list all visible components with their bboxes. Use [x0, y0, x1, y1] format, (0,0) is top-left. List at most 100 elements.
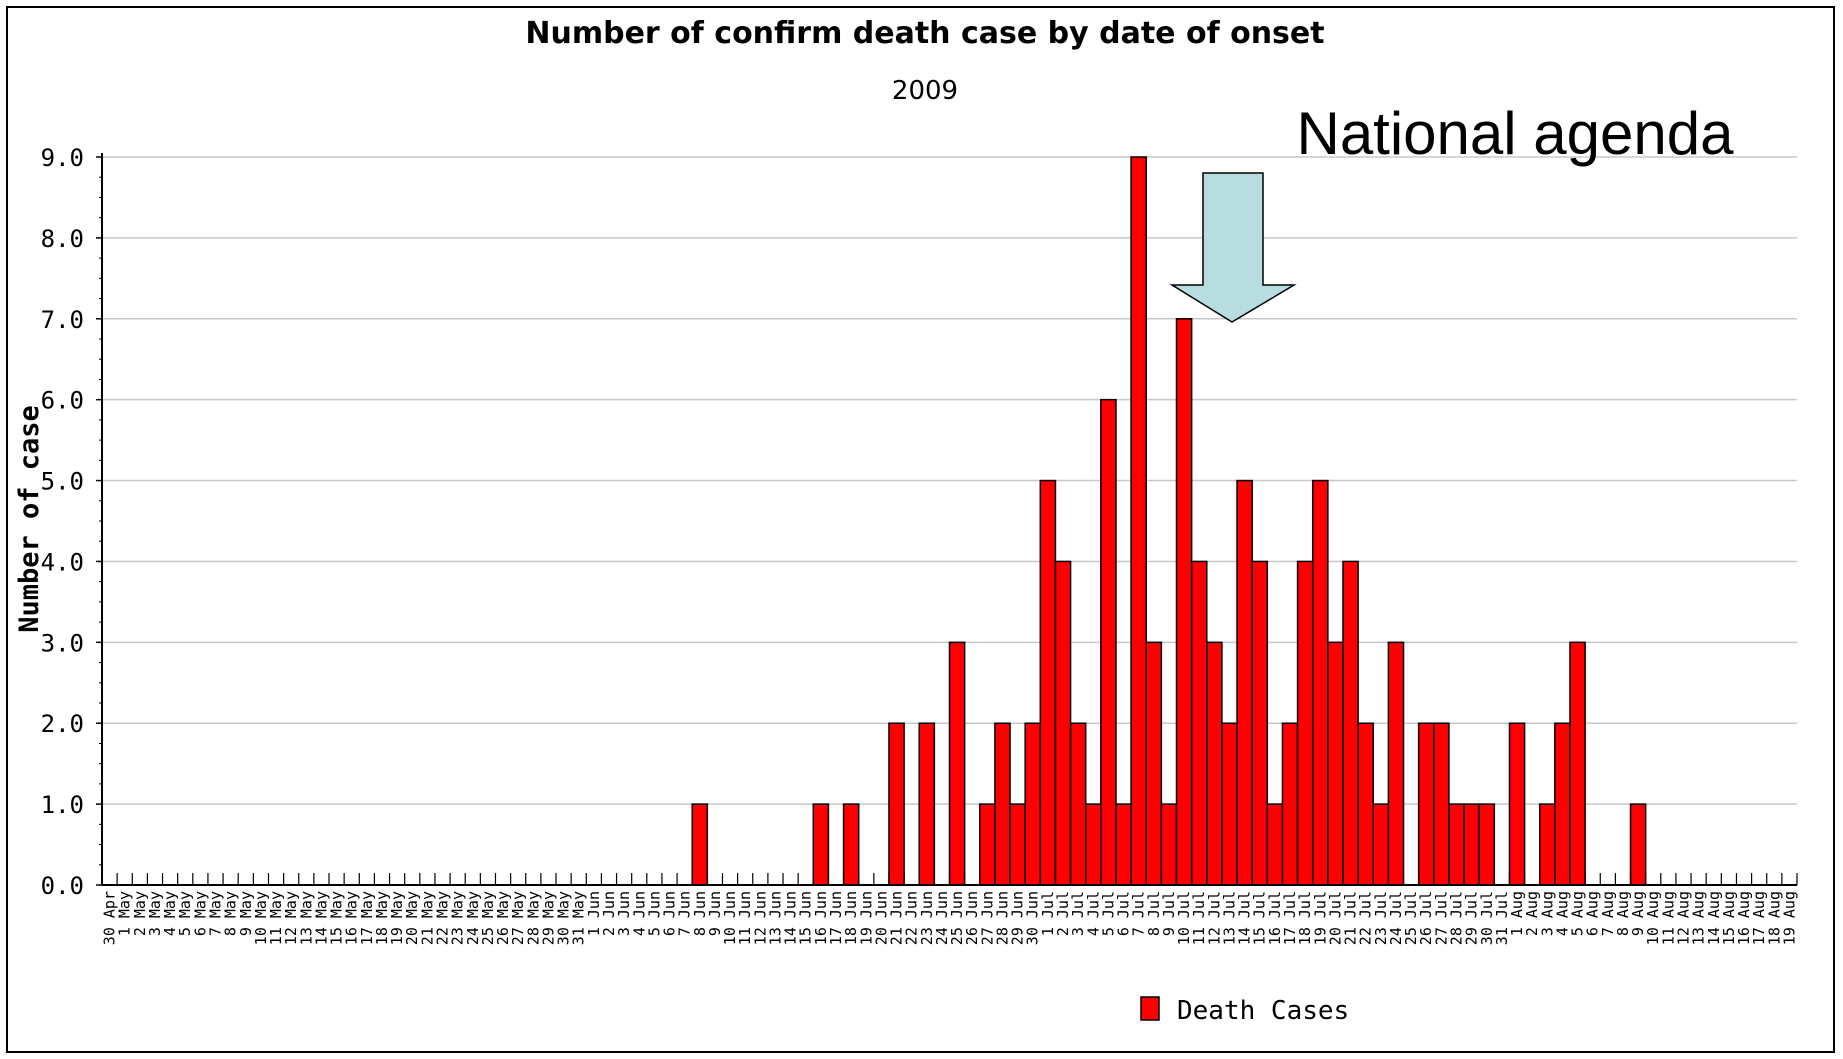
x-tick-label: 26 May [494, 891, 512, 945]
x-tick-label: 15 Jun [797, 891, 815, 945]
x-tick-label: 3 Aug [1538, 891, 1556, 936]
x-tick-label: 1 Aug [1508, 891, 1526, 936]
x-tick-label: 6 Aug [1584, 891, 1602, 936]
bar [1357, 722, 1375, 886]
bar [1130, 156, 1147, 886]
bar [812, 803, 830, 886]
bar [842, 803, 860, 886]
x-tick-label: 16 Aug [1735, 891, 1753, 945]
bar [1554, 722, 1571, 886]
x-tick-label: 12 Aug [1674, 891, 1692, 945]
bar [1569, 641, 1586, 886]
x-tick-label: 1 Jul [1039, 891, 1057, 936]
bar [1311, 479, 1329, 886]
y-tick-label: 4.0 [41, 548, 84, 576]
x-tick-label: 8 Jul [1145, 891, 1163, 936]
bar [1100, 398, 1117, 886]
x-tick-label: 13 Jun [766, 891, 784, 945]
x-tick-label: 24 Jun [933, 891, 951, 945]
x-tick-label: 5 May [176, 891, 194, 936]
x-tick-label: 3 Jul [1069, 891, 1087, 936]
bar [1054, 560, 1072, 886]
x-tick-label: 27 May [509, 891, 527, 945]
x-tick-label: 6 Jun [661, 891, 679, 936]
y-tick-label: 5.0 [41, 468, 84, 496]
x-tick-label: 4 Jun [630, 891, 648, 936]
bar [1236, 479, 1253, 886]
x-tick-label: 14 Aug [1705, 891, 1723, 945]
legend-swatch [1140, 996, 1160, 1021]
x-tick-label: 7 May [207, 891, 225, 936]
x-tick-label: 2 May [131, 891, 149, 936]
legend: Death Cases [1140, 996, 1349, 1026]
x-tick-label: 26 Jun [963, 891, 981, 945]
x-tick-label: 11 Aug [1659, 891, 1677, 945]
x-tick-label: 18 Aug [1765, 891, 1783, 945]
y-tick-label: 3.0 [41, 629, 84, 657]
bar [1629, 803, 1647, 886]
x-tick-label: 17 Jun [827, 891, 845, 945]
y-tick-label: 2.0 [41, 710, 84, 738]
x-tick-label: 16 Jun [812, 891, 830, 945]
x-tick-label: 8 Aug [1614, 891, 1632, 936]
x-tick-label: 4 Jul [1084, 891, 1102, 936]
bar [1221, 722, 1238, 886]
x-tick-label: 9 Aug [1629, 891, 1647, 936]
x-tick-label: 5 Jul [1099, 891, 1117, 936]
bar [1039, 479, 1057, 886]
x-tick-label: 18 Jul [1296, 891, 1314, 945]
x-tick-label: 7 Aug [1599, 891, 1617, 936]
bar [1387, 641, 1405, 886]
x-tick-label: 10 Aug [1644, 891, 1662, 945]
x-tick-label: 30 Apr [101, 891, 119, 945]
bar [1024, 722, 1042, 886]
y-tick-label: 7.0 [41, 306, 84, 334]
x-tick-label: 10 May [252, 891, 270, 945]
x-tick-label: 19 Jul [1311, 891, 1329, 945]
x-tick-label: 15 May [328, 891, 346, 945]
x-tick-label: 4 Aug [1553, 891, 1571, 936]
bar [1478, 803, 1496, 886]
bar [1327, 641, 1344, 886]
bar [1448, 803, 1465, 886]
x-tick-label: 22 Jun [903, 891, 921, 945]
x-tick-label: 29 May [539, 891, 557, 945]
chart-subtitle: 2009 [892, 76, 958, 106]
x-tick-label: 21 Jul [1342, 891, 1360, 945]
bar [1372, 803, 1390, 886]
x-tick-label: 16 Jul [1266, 891, 1284, 945]
x-tick-label: 14 Jul [1236, 891, 1254, 945]
x-tick-label: 23 May [449, 891, 467, 945]
x-tick-label: 16 May [343, 891, 361, 945]
bar [1160, 803, 1178, 886]
x-tick-label: 17 Jul [1281, 891, 1299, 945]
x-tick-label: 20 May [403, 891, 421, 945]
x-tick-label: 30 Jun [1024, 891, 1042, 945]
x-tick-label: 18 Jun [842, 891, 860, 945]
x-tick-label: 12 Jun [751, 891, 769, 945]
x-tick-label: 9 May [237, 891, 255, 936]
x-tick-label: 1 May [116, 891, 134, 936]
x-tick-label: 20 Jul [1326, 891, 1344, 945]
x-tick-label: 31 Jul [1493, 891, 1511, 945]
x-tick-label: 22 May [434, 891, 452, 945]
x-tick-label: 8 May [222, 891, 240, 936]
bar [1251, 560, 1269, 886]
x-tick-label: 14 Jun [782, 891, 800, 945]
x-tick-label: 29 Jul [1463, 891, 1481, 945]
x-tick-label: 12 May [282, 891, 300, 945]
x-tick-label: 27 Jul [1432, 891, 1450, 945]
y-tick-label: 6.0 [41, 387, 84, 415]
x-tick-label: 21 Jun [888, 891, 906, 945]
bar [1433, 722, 1450, 886]
bar [1069, 722, 1087, 886]
x-tick-label: 15 Aug [1720, 891, 1738, 945]
x-tick-label: 21 May [418, 891, 436, 945]
x-tick-label: 11 May [267, 891, 285, 945]
x-tick-label: 8 Jun [691, 891, 709, 936]
y-tick-label: 1.0 [41, 791, 84, 819]
x-tick-label: 12 Jul [1205, 891, 1223, 945]
bar-series [691, 156, 1647, 886]
